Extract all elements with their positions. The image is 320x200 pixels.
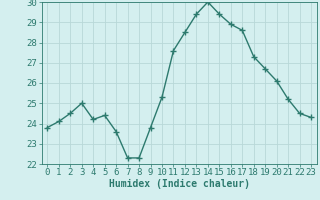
X-axis label: Humidex (Indice chaleur): Humidex (Indice chaleur) [109,179,250,189]
